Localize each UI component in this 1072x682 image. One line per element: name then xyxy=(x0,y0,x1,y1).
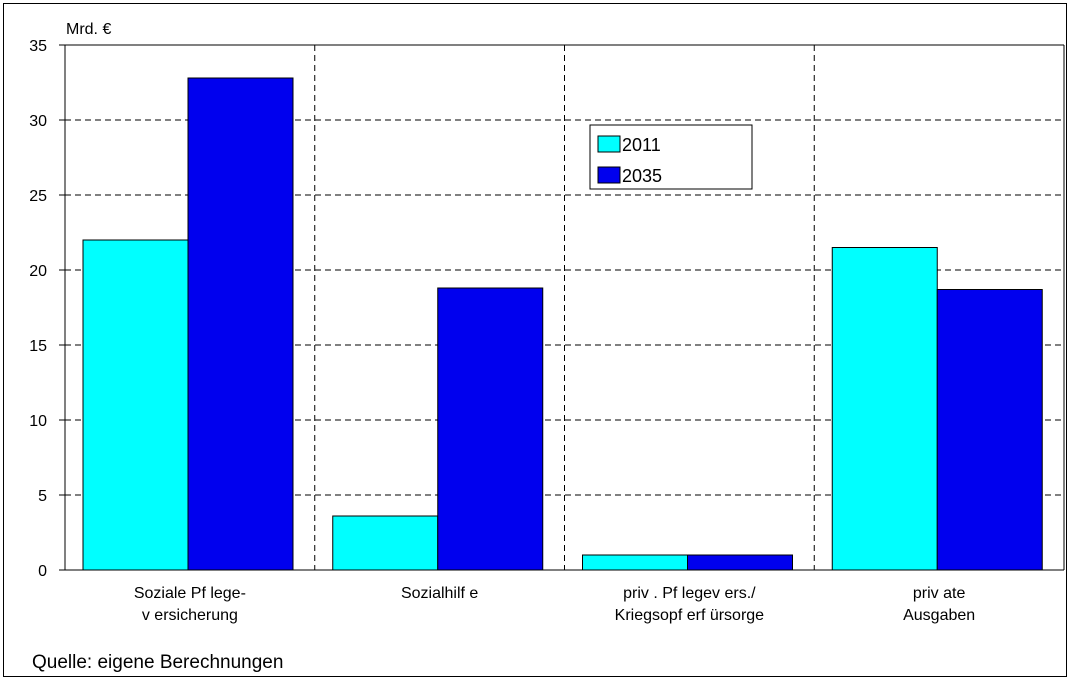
x-category-label: priv . Pf legev ers./ xyxy=(623,585,756,602)
x-category-label: Soziale Pf lege- xyxy=(134,585,246,602)
y-tick-label: 30 xyxy=(29,113,47,130)
legend-swatch-2035 xyxy=(597,166,621,184)
y-tick-label: 20 xyxy=(29,263,47,280)
bar-2011-cat-1 xyxy=(332,515,439,571)
x-category-label: Sozialhilf e xyxy=(401,585,478,602)
legend-swatch-2011 xyxy=(597,135,621,153)
bar-2011-cat-3 xyxy=(831,247,938,571)
legend-label-2035: 2035 xyxy=(622,166,662,186)
x-category-label: v ersicherung xyxy=(142,607,238,624)
y-tick-label: 10 xyxy=(29,413,47,430)
bar-2035-cat-0 xyxy=(187,77,294,571)
y-tick-label: 35 xyxy=(29,38,47,55)
legend-label-2011: 2011 xyxy=(622,135,661,155)
y-tick-label: 0 xyxy=(38,563,47,580)
bar-2011-cat-2 xyxy=(582,554,688,571)
bar-2035-cat-3 xyxy=(936,289,1043,571)
bar-2035-cat-2 xyxy=(687,554,793,571)
y-tick-label: 25 xyxy=(29,188,47,205)
x-category-label: Kriegsopf erf ürsorge xyxy=(615,607,765,624)
x-category-label: priv ate xyxy=(913,585,966,602)
y-unit-label: Mrd. € xyxy=(66,21,111,38)
y-tick-label: 5 xyxy=(38,488,47,505)
y-tick-label: 15 xyxy=(29,338,47,355)
source-note: Quelle: eigene Berechnungen xyxy=(32,652,284,673)
bar-2035-cat-1 xyxy=(437,287,544,571)
bar-2011-cat-0 xyxy=(82,239,189,571)
x-category-label: Ausgaben xyxy=(903,607,975,624)
